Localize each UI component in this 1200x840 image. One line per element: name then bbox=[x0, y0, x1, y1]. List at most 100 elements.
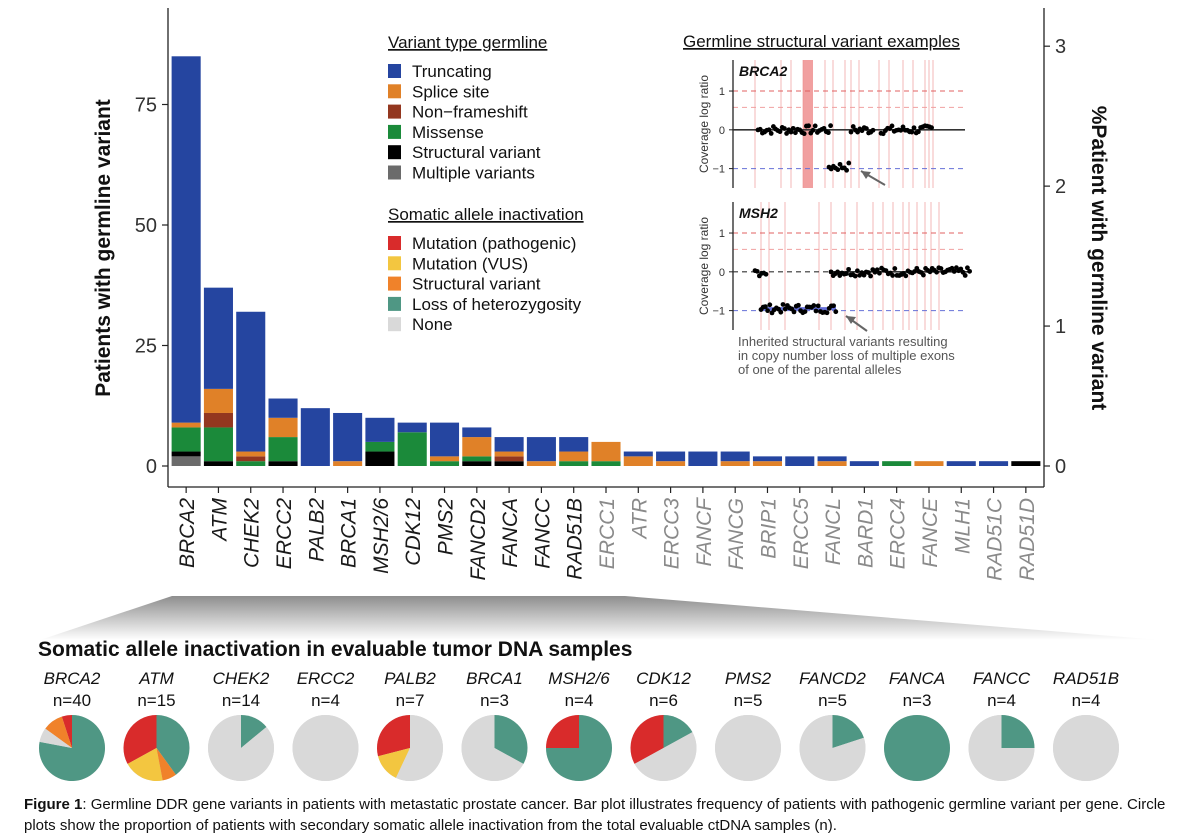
coverage-point bbox=[967, 268, 972, 274]
pie-n-label: n=14 bbox=[222, 691, 260, 710]
y-tick-label: 75 bbox=[135, 95, 157, 117]
bar-segment-brca2-missense bbox=[171, 427, 201, 452]
pie-n-label: n=4 bbox=[1072, 691, 1101, 710]
coverage-point bbox=[855, 268, 860, 274]
pie-slice bbox=[546, 715, 579, 748]
figure-caption: Figure 1: Germline DDR gene variants in … bbox=[24, 794, 1176, 836]
bar-segment-ercc1-missense bbox=[591, 461, 621, 466]
coverage-point bbox=[892, 266, 898, 271]
bar-segment-fanca-splicesite bbox=[494, 451, 524, 457]
pie-fancc: FANCC n=4 bbox=[968, 669, 1035, 782]
bar-segment-chek2-nonframeshift bbox=[236, 456, 266, 462]
pie-slice bbox=[376, 715, 410, 757]
coverage-point bbox=[768, 131, 774, 136]
y-right-tick-label: 0 bbox=[1055, 456, 1066, 478]
pie-slice bbox=[832, 715, 864, 748]
x-tick-label: FANCC bbox=[531, 497, 554, 569]
x-tick-label: CHEK2 bbox=[241, 498, 264, 568]
coverage-point bbox=[833, 309, 839, 315]
coverage-point bbox=[903, 273, 909, 279]
legend-title-germline: Variant type germline bbox=[388, 33, 547, 52]
inset-annotation-line-2: in copy number loss of multiple exons bbox=[738, 348, 955, 363]
y-right-tick-label: 2 bbox=[1055, 176, 1066, 198]
bar-segment-brca1-truncating bbox=[333, 412, 363, 462]
bar-segment-fance-splicesite bbox=[914, 461, 944, 466]
pie-gene-label: ERCC2 bbox=[297, 669, 355, 688]
coverage-point bbox=[921, 272, 926, 278]
bar-segment-fancc-truncating bbox=[526, 437, 556, 462]
pie-slice bbox=[292, 715, 359, 781]
legend-label: Splice site bbox=[412, 82, 489, 101]
coverage-point bbox=[929, 125, 934, 131]
coverage-point bbox=[835, 167, 841, 173]
legend-swatch bbox=[388, 84, 401, 99]
bar-segment-brca2-multiplevariants bbox=[171, 456, 201, 466]
coverage-point bbox=[889, 123, 895, 129]
legend-somatic-allele-inactivation: Somatic allele inactivation Mutation (pa… bbox=[388, 205, 584, 334]
coverage-point bbox=[757, 126, 763, 132]
coverage-point bbox=[837, 161, 843, 167]
pie-n-label: n=4 bbox=[565, 691, 594, 710]
x-tick-label: FANCL bbox=[822, 498, 845, 565]
x-tick-label: FANCF bbox=[693, 497, 716, 567]
pie-gene-label: PMS2 bbox=[725, 669, 772, 688]
coverage-point bbox=[852, 273, 858, 279]
pie-slice bbox=[968, 715, 1035, 782]
coverage-point bbox=[788, 129, 794, 135]
bar-segment-msh26-missense bbox=[365, 441, 395, 452]
coverage-point bbox=[909, 129, 915, 135]
bar-segment-atr-splicesite bbox=[623, 456, 653, 466]
coverage-point bbox=[962, 273, 968, 278]
pie-n-label: n=7 bbox=[396, 691, 425, 710]
structural-variant-inset: Germline structural variant examples −1 0… bbox=[683, 32, 972, 377]
y-axis-label-left: Patients with germline variant bbox=[92, 99, 115, 397]
bar-segment-ercc4-missense bbox=[882, 461, 912, 466]
x-tick-label: BRCA1 bbox=[338, 498, 361, 568]
pie-msh26: MSH2/6 n=4 bbox=[546, 669, 612, 781]
coverage-point bbox=[754, 268, 760, 274]
pie-section-title: Somatic allele inactivation in evaluable… bbox=[38, 638, 632, 661]
legend-swatch bbox=[388, 276, 401, 291]
bar-segment-fancl-truncating bbox=[817, 456, 847, 462]
bar-segment-mlh1-truncating bbox=[946, 461, 976, 466]
x-tick-label: CDK12 bbox=[402, 498, 425, 566]
x-tick-label: BRCA2 bbox=[176, 498, 199, 568]
legend-label: Non−frameshift bbox=[412, 103, 528, 122]
coverage-point bbox=[864, 126, 869, 131]
legend-title-somatic: Somatic allele inactivation bbox=[388, 205, 584, 224]
bar-segment-rad51b-missense bbox=[559, 461, 589, 466]
bar-segment-ercc2-truncating bbox=[268, 398, 298, 418]
legend-swatch bbox=[388, 165, 401, 180]
bar-segment-fancg-splicesite bbox=[720, 461, 750, 466]
coverage-point bbox=[911, 125, 917, 131]
inset-panel-label: MSH2 bbox=[739, 205, 778, 221]
y-tick-label: 25 bbox=[135, 336, 157, 358]
bar-segment-ercc3-truncating bbox=[656, 451, 686, 462]
pie-n-label: n=40 bbox=[53, 691, 91, 710]
x-tick-label: ERCC5 bbox=[790, 498, 813, 570]
pie-gene-label: CDK12 bbox=[636, 669, 691, 688]
pie-gene-label: MSH2/6 bbox=[548, 669, 610, 688]
coverage-point bbox=[916, 129, 921, 135]
y-right-tick-label: 3 bbox=[1055, 36, 1066, 58]
coverage-point bbox=[812, 123, 818, 129]
bar-segment-rad51b-truncating bbox=[559, 437, 589, 452]
bar-segment-fancg-truncating bbox=[720, 451, 750, 462]
coverage-point bbox=[844, 271, 849, 276]
bar-segment-pms2-missense bbox=[429, 461, 460, 466]
pie-slice bbox=[884, 715, 950, 781]
pie-slice bbox=[663, 715, 693, 748]
annotation-arrowhead bbox=[861, 171, 871, 179]
pie-slice bbox=[156, 715, 190, 775]
x-tick-label: MSH2/6 bbox=[370, 498, 393, 574]
coverage-point bbox=[784, 131, 789, 136]
coverage-point bbox=[874, 267, 880, 273]
x-tick-label: BARD1 bbox=[854, 498, 877, 568]
bar-segment-brip1-truncating bbox=[752, 456, 783, 462]
bar-segment-brip1-splicesite bbox=[752, 461, 783, 466]
coverage-point bbox=[811, 303, 817, 308]
legend-label: None bbox=[412, 315, 453, 334]
x-tick-label: RAD51C bbox=[984, 497, 1007, 581]
bar-segment-ercc1-splicesite bbox=[591, 441, 621, 462]
inset-y-tick-label: 1 bbox=[719, 86, 725, 98]
